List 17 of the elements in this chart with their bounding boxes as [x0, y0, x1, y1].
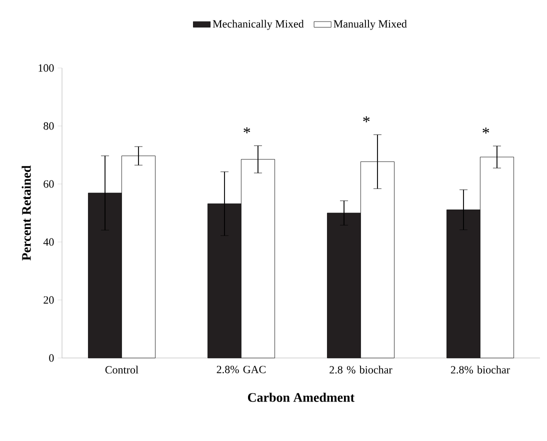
- y-tick-label: 100: [38, 64, 54, 72]
- y-tick-label: 0: [49, 354, 54, 362]
- y-tick-label: 40: [43, 238, 54, 246]
- y-tick-label: 60: [44, 180, 54, 188]
- x-tick-label: 2.8 % biochar: [330, 366, 392, 374]
- x-tick-label: Control: [105, 366, 138, 374]
- y-axis-title: Percent Retained: [22, 165, 31, 260]
- annotation: *: [244, 127, 250, 134]
- x-axis-title: Carbon Amedment: [248, 392, 355, 402]
- x-tick-label: 2.8% GAC: [216, 366, 266, 374]
- annotation: *: [363, 116, 370, 122]
- legend-label: Manually Mixed: [334, 20, 407, 30]
- x-tick-label: 2.8% biochar: [450, 366, 510, 374]
- y-tick-label: 80: [44, 122, 54, 130]
- legend-label: Mechanically Mixed: [212, 20, 304, 30]
- y-tick-label: 20: [44, 296, 54, 304]
- annotation: *: [482, 128, 490, 134]
